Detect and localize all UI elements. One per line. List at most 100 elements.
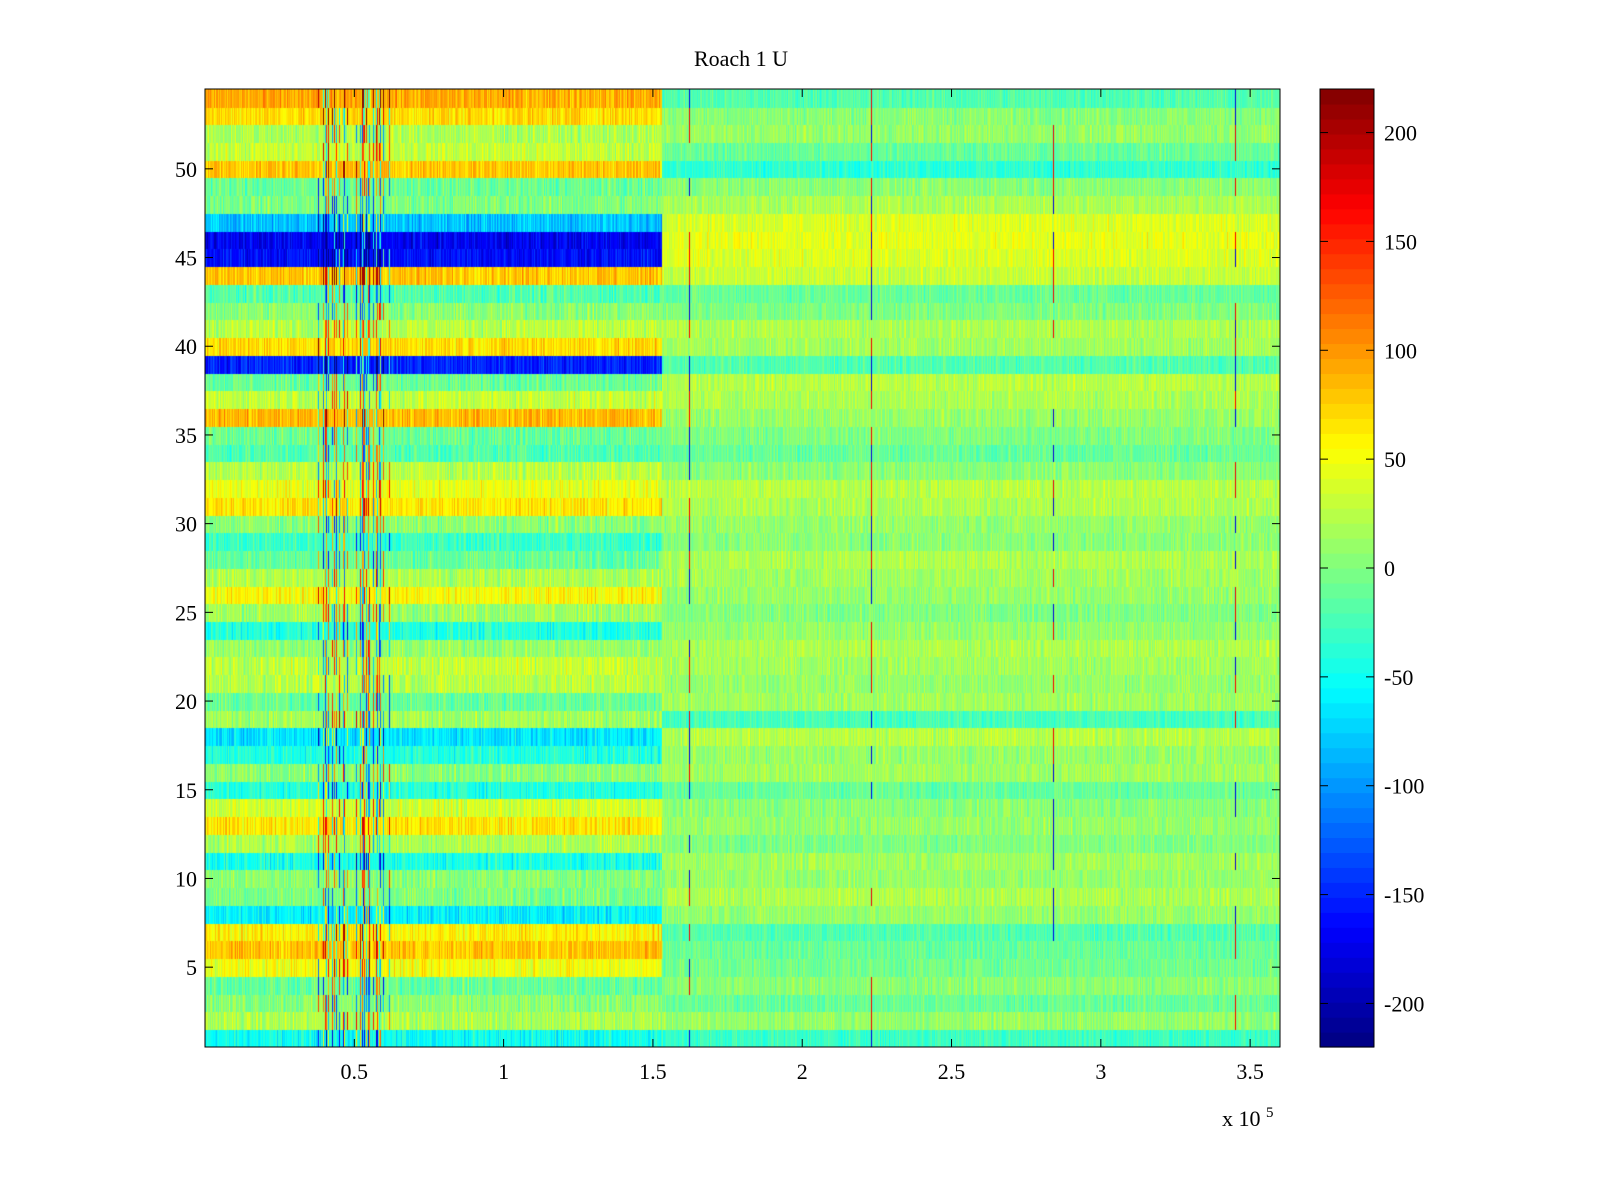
y-tick-label: 40 — [175, 334, 197, 359]
colorbar-tick-label: -100 — [1384, 774, 1424, 799]
colorbar-segment — [1320, 238, 1374, 255]
plot-frame — [204, 88, 1281, 1048]
colorbar-segment — [1320, 702, 1374, 719]
colorbar-segment — [1320, 358, 1374, 375]
colorbar-segment — [1320, 957, 1374, 973]
y-tick-label: 5 — [186, 955, 197, 980]
colorbar-segment — [1320, 403, 1374, 419]
colorbar-segment — [1320, 717, 1374, 734]
colorbar-segment — [1320, 448, 1374, 464]
colorbar-tick-label: 200 — [1384, 121, 1417, 146]
colorbar-segment — [1320, 298, 1374, 315]
colorbar-tick-label: 150 — [1384, 229, 1417, 254]
x-tick-label: 3.5 — [1236, 1059, 1264, 1084]
colorbar-tick-label: 50 — [1384, 447, 1406, 472]
colorbar-segment — [1320, 268, 1374, 285]
colorbar-tick-label: 0 — [1384, 556, 1395, 581]
colorbar-segment — [1320, 208, 1374, 225]
heatmap-image — [205, 89, 1280, 1047]
colorbar-segment — [1320, 1002, 1374, 1018]
colorbar-segment — [1320, 672, 1374, 689]
colorbar-segment — [1320, 747, 1374, 764]
colorbar — [1320, 89, 1374, 1048]
colorbar-segment — [1320, 1032, 1374, 1048]
colorbar-segment — [1320, 493, 1374, 509]
x-tick-label: 1.5 — [639, 1059, 667, 1084]
y-tick-label: 15 — [175, 778, 197, 803]
colorbar-segment — [1320, 148, 1374, 165]
colorbar-segment — [1320, 328, 1374, 345]
colorbar-segment — [1320, 912, 1374, 928]
colorbar-segment — [1320, 597, 1374, 614]
colorbar-segment — [1320, 478, 1374, 494]
colorbar-segment — [1320, 882, 1374, 898]
x-tick-label: 0.5 — [341, 1059, 369, 1084]
colorbar-segment — [1320, 463, 1374, 479]
colorbar-segment — [1320, 972, 1374, 988]
colorbar-segment — [1320, 193, 1374, 210]
colorbar-segment — [1320, 987, 1374, 1003]
colorbar-segment — [1320, 568, 1374, 584]
x-tick-label: 1 — [498, 1059, 509, 1084]
heatmap-plot-area — [205, 89, 1280, 1047]
colorbar-segment — [1320, 867, 1374, 883]
colorbar-segment — [1320, 897, 1374, 913]
colorbar-segment — [1320, 687, 1374, 704]
colorbar-segment — [1320, 657, 1374, 674]
colorbar-segment — [1320, 777, 1374, 794]
colorbar-segment — [1320, 89, 1374, 105]
colorbar-segment — [1320, 762, 1374, 779]
chart-title: Roach 1 U — [694, 46, 788, 71]
colorbar-segment — [1320, 433, 1374, 449]
y-tick-label: 10 — [175, 866, 197, 891]
colorbar-segment — [1320, 1017, 1374, 1033]
y-tick-label: 20 — [175, 689, 197, 714]
colorbar-tick-label: -150 — [1384, 883, 1424, 908]
colorbar-segment — [1320, 103, 1374, 120]
y-axis: 5 10 15 20 25 30 35 40 45 50 — [175, 157, 1280, 980]
y-tick-label: 30 — [175, 512, 197, 537]
x-multiplier-base: x 10 — [1222, 1106, 1261, 1131]
colorbar-segment — [1320, 253, 1374, 270]
colorbar-segment — [1320, 178, 1374, 195]
colorbar-segment — [1320, 313, 1374, 330]
colorbar-segment — [1320, 612, 1374, 629]
colorbar-tick-label: -50 — [1384, 665, 1413, 690]
colorbar-segment — [1320, 732, 1374, 749]
colorbar-segment — [1320, 388, 1374, 404]
colorbar-segment — [1320, 837, 1374, 854]
colorbar-segment — [1320, 118, 1374, 135]
x-axis: 0.5 1 1.5 2 2.5 3 3.5 — [341, 89, 1264, 1084]
colorbar-segment — [1320, 508, 1374, 524]
colorbar-segment — [1320, 283, 1374, 300]
colorbar-segment — [1320, 627, 1374, 644]
x-tick-label: 2 — [797, 1059, 808, 1084]
colorbar-segment — [1320, 927, 1374, 943]
colorbar-segment — [1320, 343, 1374, 360]
colorbar-segment — [1320, 582, 1374, 599]
colorbar-segment — [1320, 942, 1374, 958]
colorbar-segment — [1320, 373, 1374, 389]
y-tick-label: 35 — [175, 423, 197, 448]
colorbar-segment — [1320, 642, 1374, 659]
colorbar-tick-label: -200 — [1384, 991, 1424, 1016]
colorbar-segment — [1320, 133, 1374, 150]
x-axis-multiplier: x 10 5 — [1222, 1105, 1274, 1131]
x-tick-label: 3 — [1095, 1059, 1106, 1084]
colorbar-segment — [1320, 418, 1374, 434]
colorbar-segment — [1320, 523, 1374, 539]
colorbar-segment — [1320, 822, 1374, 839]
y-tick-label: 45 — [175, 246, 197, 271]
colorbar-tick-label: 100 — [1384, 338, 1417, 363]
colorbar-segment — [1320, 792, 1374, 809]
colorbar-segment — [1320, 163, 1374, 180]
y-tick-label: 25 — [175, 600, 197, 625]
x-multiplier-exponent: 5 — [1266, 1105, 1274, 1121]
y-tick-label: 50 — [175, 157, 197, 182]
x-tick-label: 2.5 — [938, 1059, 966, 1084]
colorbar-segment — [1320, 852, 1374, 868]
colorbar-segment — [1320, 223, 1374, 240]
colorbar-axis: 200 150 100 50 0 -50 -100 -150 -200 — [1320, 121, 1424, 1016]
colorbar-segment — [1320, 553, 1374, 569]
